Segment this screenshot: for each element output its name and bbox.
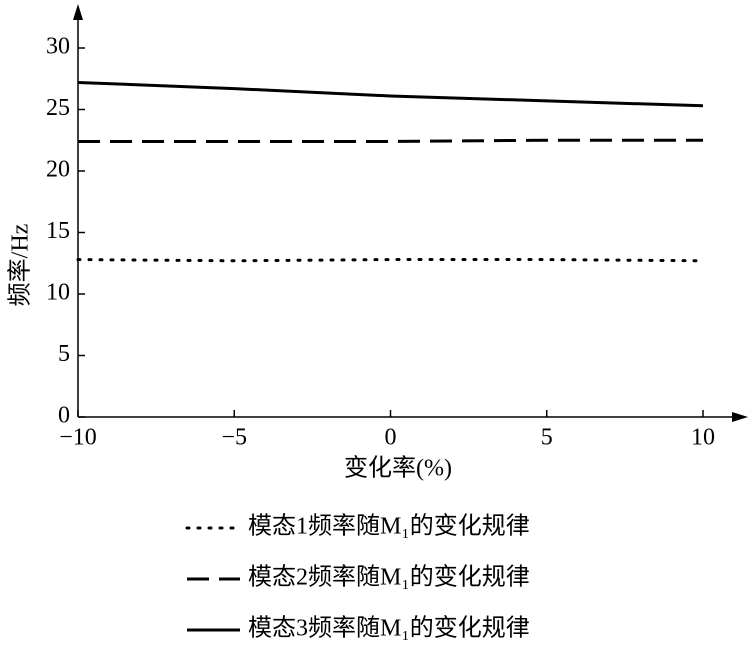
- x-axis-arrow: [732, 412, 748, 422]
- legend-label: 模态3频率随M₁的变化规律: [248, 615, 530, 642]
- x-tick-label: 0: [385, 425, 397, 451]
- y-tick-label: 25: [46, 95, 70, 121]
- y-tick-label: 30: [46, 34, 70, 60]
- y-tick-label: 0: [58, 403, 70, 429]
- y-tick-label: 15: [46, 218, 70, 244]
- series-line: [76, 258, 705, 263]
- x-tick-label: 10: [691, 425, 715, 451]
- y-tick-label: 10: [46, 280, 70, 306]
- legend-label: 模态1频率随M₁的变化规律: [248, 513, 530, 540]
- y-axis-label: 频率/Hz: [7, 224, 34, 307]
- x-axis-label: 变化率(%): [344, 455, 452, 482]
- x-tick-label: −5: [221, 425, 247, 451]
- y-axis-arrow: [73, 4, 83, 20]
- y-tick-label: 5: [58, 341, 70, 367]
- x-tick-label: −10: [59, 425, 97, 451]
- legend-label: 模态2频率随M₁的变化规律: [248, 564, 530, 591]
- series-line: [77, 80, 704, 108]
- y-tick-label: 20: [46, 157, 70, 183]
- series-line: [78, 138, 703, 143]
- x-tick-label: 5: [541, 425, 553, 451]
